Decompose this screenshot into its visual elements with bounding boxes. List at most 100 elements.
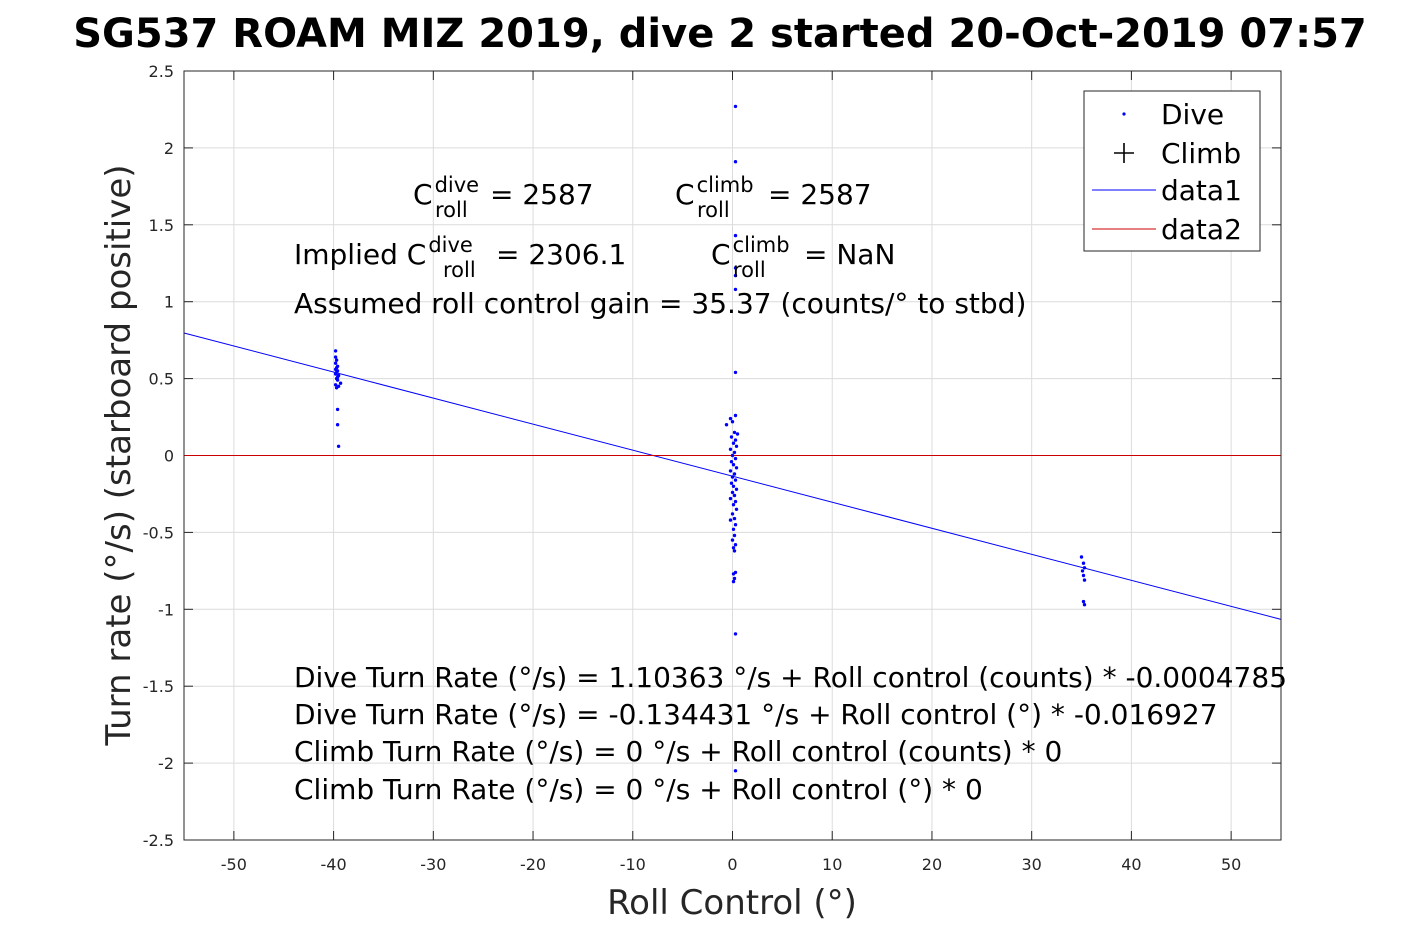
dive-point [729, 460, 734, 464]
dive-point [733, 160, 738, 164]
dive-point [333, 372, 338, 376]
dive-point [336, 444, 341, 448]
y-tick-label: -1 [158, 600, 174, 619]
dive-point [731, 463, 736, 467]
dive-point [733, 233, 738, 238]
x-tick-labels: -50 -40 -30 -20 -10 0 10 20 30 40 50 [221, 855, 1242, 874]
dive-point [734, 507, 739, 511]
annotation-coeffs-line1: Cdive roll = 2587 Cclimb roll = 2587 [413, 173, 872, 222]
dive-point [733, 632, 738, 636]
c-roll-dive-base: C [413, 178, 433, 211]
dive-point [732, 549, 737, 553]
dive-point [333, 349, 338, 353]
dive-point [728, 416, 733, 421]
c-roll-climb-sup: climb [697, 173, 754, 197]
legend-data1-label: data1 [1161, 174, 1242, 207]
equation-line: Climb Turn Rate (°/s) = 0 °/s + Roll con… [294, 773, 983, 806]
dive-point [333, 383, 338, 387]
regression-equations: Dive Turn Rate (°/s) = 1.10363 °/s + Rol… [294, 661, 1287, 806]
legend-data2-label: data2 [1161, 213, 1242, 246]
dive-point [732, 430, 737, 435]
y-tick-label: -2.5 [143, 831, 174, 850]
x-tick-label: -30 [420, 855, 446, 874]
x-tick-label: -50 [221, 855, 247, 874]
dive-point [730, 453, 735, 458]
dive-point [733, 104, 738, 109]
dive-points [333, 104, 1087, 773]
c-roll-climb2-sub: roll [733, 258, 766, 282]
implied-c-sub: roll [443, 258, 476, 282]
x-tick-label: -20 [520, 855, 546, 874]
dive-point [1081, 561, 1086, 565]
implied-c-value: = 2306.1 [496, 238, 626, 271]
dive-point [733, 499, 738, 504]
legend-climb-label: Climb [1161, 137, 1241, 170]
dive-point [1082, 603, 1087, 607]
legend-box [1083, 90, 1261, 252]
dive-point [731, 441, 736, 445]
x-tick-label: 20 [922, 855, 942, 874]
dive-point [735, 432, 740, 436]
dive-point [732, 533, 737, 538]
dive-point [333, 355, 338, 359]
x-tick-label: 10 [822, 855, 842, 874]
dive-point [724, 423, 729, 427]
dive-point [1082, 578, 1087, 582]
dive-point [1082, 566, 1087, 570]
dive-point [734, 466, 739, 470]
dive-point [732, 493, 737, 498]
x-tick-label: 0 [727, 855, 737, 874]
y-tick-label: 2 [164, 139, 174, 158]
dive-point [729, 435, 734, 439]
chart-title: SG537 ROAM MIZ 2019, dive 2 started 20-O… [73, 11, 1367, 57]
svg-text:Cclimb: Cclimb [711, 233, 790, 271]
svg-text:Cdive: Cdive [413, 173, 479, 211]
legend-dive-marker [1122, 112, 1126, 116]
dive-point [333, 361, 338, 365]
c-roll-climb2-value: = NaN [804, 238, 895, 271]
dive-point [335, 423, 340, 427]
dive-point [733, 273, 738, 278]
dive-point [732, 516, 737, 521]
dive-point [734, 487, 739, 491]
y-tick-labels: 2.5 2 1.5 1 0.5 0 -0.5 -1 -1.5 -2 -2.5 [143, 62, 174, 850]
dive-point [733, 287, 738, 292]
y-tick-label: -2 [158, 754, 174, 773]
dive-point [731, 484, 736, 488]
plot-frame [183, 70, 1282, 841]
dive-point [335, 378, 340, 382]
y-tick-label: -0.5 [143, 523, 174, 542]
y-tick-label: 0.5 [149, 370, 174, 389]
equation-line: Dive Turn Rate (°/s) = -0.134431 °/s + R… [294, 698, 1218, 731]
implied-c-base: Implied C [294, 238, 426, 271]
x-tick-label: 40 [1121, 855, 1141, 874]
dive-point [728, 496, 733, 501]
dive-point [734, 444, 739, 448]
dive-point [730, 538, 735, 542]
annotation-coeffs-line2: Implied Cdive roll = 2306.1 Cclimb roll … [294, 233, 895, 282]
dive-point [1080, 569, 1085, 573]
dive-point [1079, 555, 1084, 559]
dive-point [732, 450, 737, 455]
svg-text:Cclimb: Cclimb [675, 173, 754, 211]
legend-dive-label: Dive [1161, 98, 1224, 131]
dive-point [731, 572, 736, 576]
dive-point [733, 266, 738, 270]
dive-point [730, 490, 735, 495]
dive-point [732, 472, 737, 476]
dive-point [729, 481, 734, 485]
legend-climb-marker [1114, 143, 1134, 163]
x-axis-label: Roll Control (°) [607, 883, 857, 923]
dive-point [1081, 573, 1086, 578]
c-roll-climb-sub: roll [697, 198, 730, 222]
svg-text:Implied Cdive: Implied Cdive [294, 233, 473, 271]
x-tick-label: 50 [1221, 855, 1241, 874]
y-tick-label: 1 [164, 293, 174, 312]
dive-point [733, 370, 738, 375]
c-roll-climb2-sup: climb [733, 233, 790, 257]
dive-point [728, 447, 733, 451]
equation-line: Dive Turn Rate (°/s) = 1.10363 °/s + Rol… [294, 661, 1287, 694]
y-tick-label: 0 [164, 447, 174, 466]
implied-c-sup: dive [428, 233, 473, 257]
